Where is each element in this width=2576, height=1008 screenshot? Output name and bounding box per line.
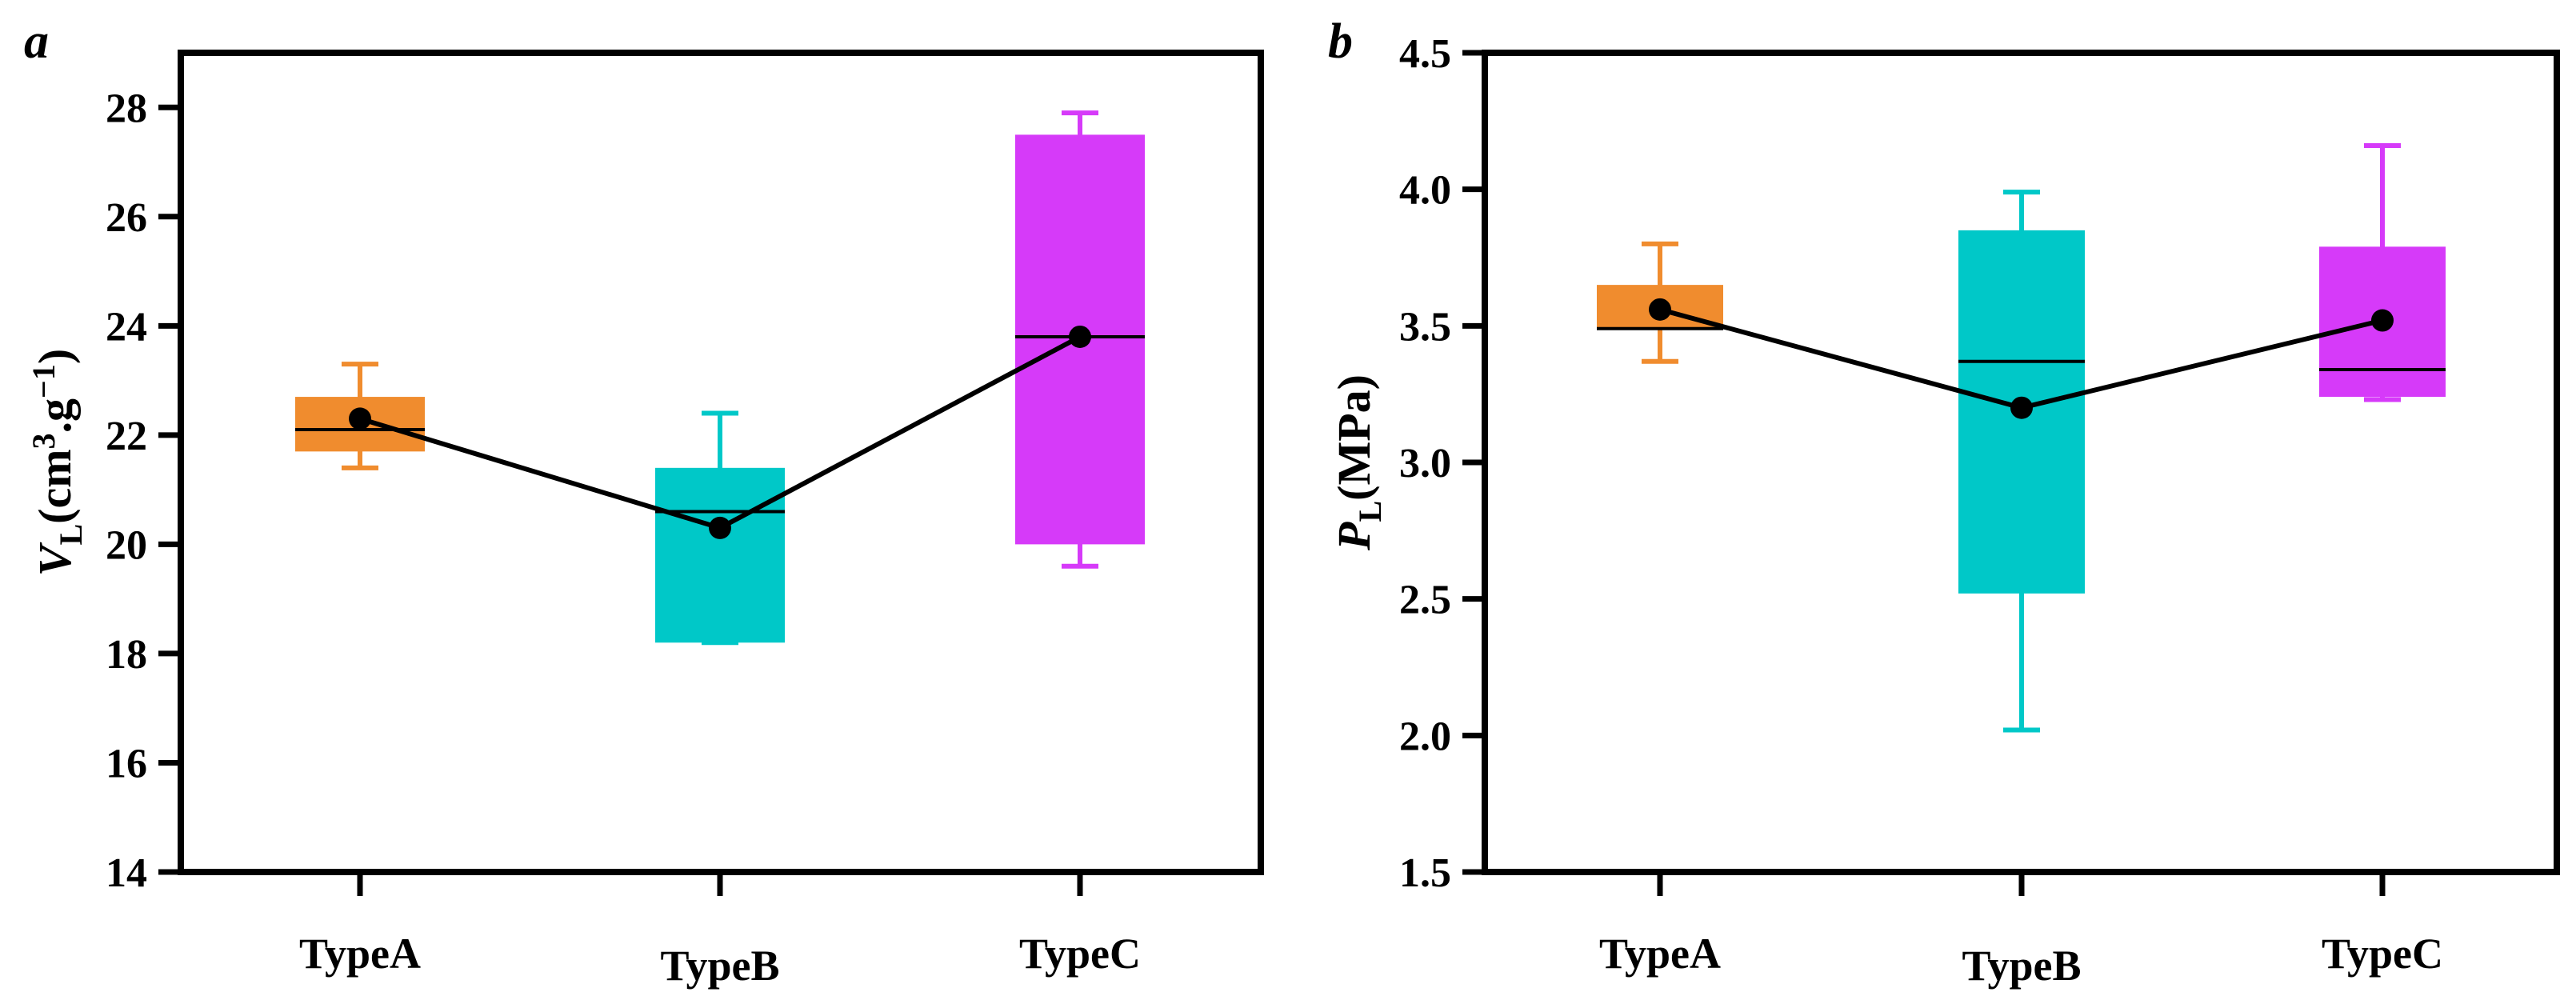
y-tick-label-1: 2.0 [1399, 714, 1451, 759]
mean-marker-typea [1649, 298, 1671, 321]
panel-b-y-ticks: 1.5 2.0 2.5 3.0 3.5 4.0 4.5 [1399, 31, 1485, 896]
box-typec [2319, 143, 2446, 896]
panel-a-letter: a [24, 14, 49, 69]
panel-a-category-labels: TypeA TypeB TypeC [299, 930, 1141, 990]
y-tick-label-6: 26 [106, 195, 147, 241]
y-tick-label-3: 20 [106, 522, 147, 568]
category-label-typec: TypeC [2322, 930, 2443, 978]
mean-marker-typec [2371, 309, 2394, 332]
panel-b-mean-line [1649, 298, 2394, 419]
mean-marker-typec [1069, 325, 1091, 348]
y-tick-label-2: 2.5 [1399, 578, 1451, 623]
y-tick-label-3: 3.0 [1399, 441, 1451, 486]
mean-marker-typea [349, 407, 371, 430]
mean-marker-typeb [2010, 396, 2033, 419]
box-typeb [1958, 190, 2085, 896]
y-tick-label-4: 3.5 [1399, 304, 1451, 350]
y-tick-label-6: 4.5 [1399, 31, 1451, 77]
y-tick-label-7: 28 [106, 86, 147, 131]
y-tick-label-1: 16 [106, 741, 147, 786]
box-typea [295, 362, 425, 896]
mean-marker-typeb [709, 516, 731, 539]
panel-b-boxes [1597, 143, 2446, 896]
box-typea [1597, 241, 1723, 896]
panel-a-mean-line [349, 325, 1091, 539]
y-tick-label-0: 14 [106, 850, 147, 896]
y-tick-label-4: 22 [106, 414, 147, 459]
category-label-typec: TypeC [1019, 930, 1141, 978]
panel-b-y-axis-title: PL(MPa) [1328, 374, 1388, 551]
panel-b: b 1.52.02.53.03.54.04.5 TypeA TypeB TypeC … [1328, 14, 2560, 990]
category-label-typea: TypeA [1599, 930, 1721, 978]
panel-a-y-axis-title: VL(cm3.g−1) [26, 349, 89, 576]
category-label-typeb: TypeB [1962, 942, 2081, 990]
panel-b-letter: b [1328, 14, 1353, 69]
y-tick-label-5: 24 [106, 304, 147, 350]
box-typeb [655, 410, 785, 896]
panel-a-boxes [295, 110, 1145, 896]
y-tick-label-2: 18 [106, 632, 147, 678]
panel-a-y-ticks: 14 16 18 20 22 24 26 28 [106, 86, 181, 896]
panel-b-category-labels: TypeA TypeB TypeC [1599, 930, 2443, 990]
y-tick-label-0: 1.5 [1399, 850, 1451, 896]
y-tick-label-5: 4.0 [1399, 168, 1451, 214]
category-label-typeb: TypeB [660, 942, 779, 990]
panel-a: a 14 16 18 20 22 24 26 28 TypeA TypeB TypeC VL(cm… [24, 14, 1264, 990]
category-label-typea: TypeA [299, 930, 421, 978]
iqr-box [655, 467, 785, 643]
box-typec [1015, 110, 1145, 896]
